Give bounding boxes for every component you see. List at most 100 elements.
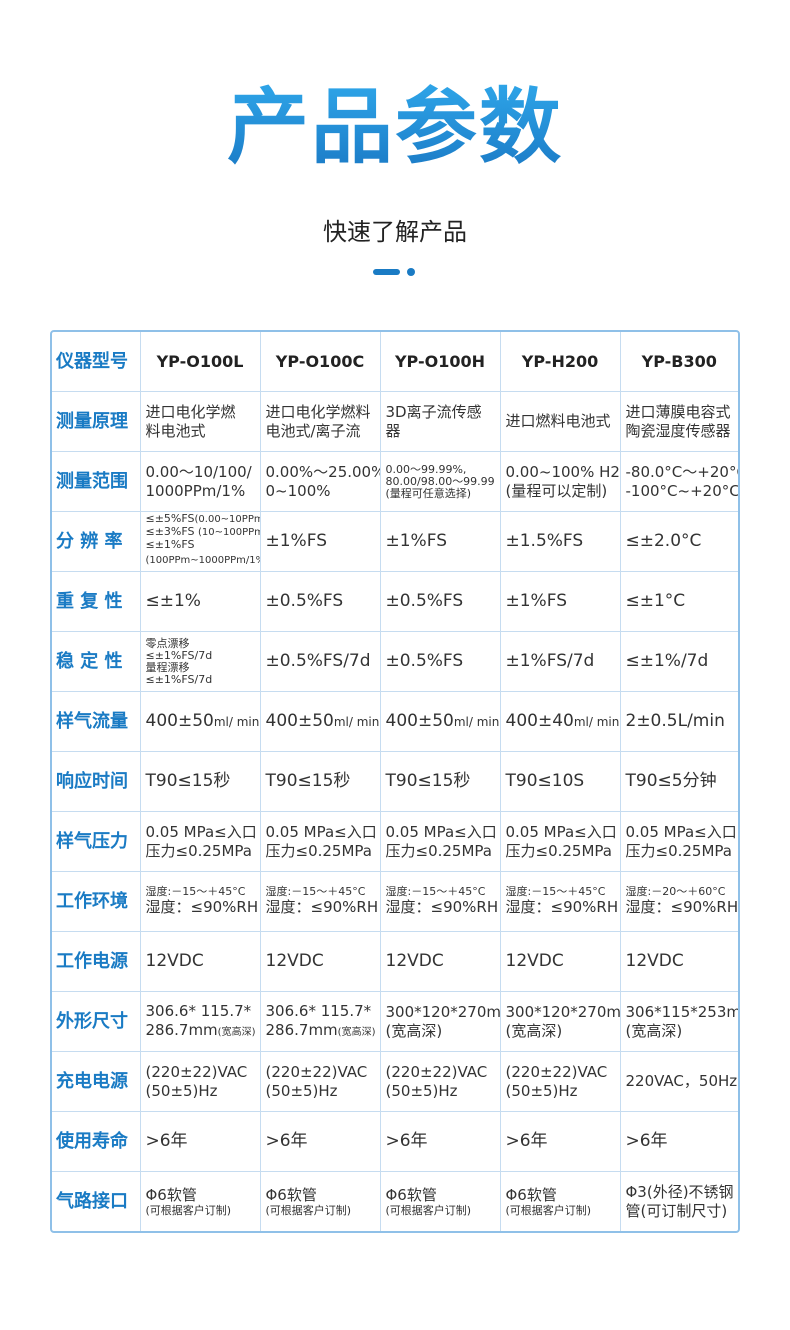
cell-text: ≤±3%FS [145,525,198,538]
cell-line: ±0.5%FS [266,592,380,611]
cell-line: ±1%FS [266,532,380,551]
spec-cell: 湿度:－15～＋45°C 湿度：≤90%RH [379,871,501,932]
cell-line: >6年 [506,1132,620,1151]
cell-text: 0.05 MPa≤入口 [625,822,737,841]
cell-line: ±1%FS [506,592,620,611]
spec-cell: ≤±1% [139,571,261,632]
model-header: YP-O100C [259,332,381,392]
cell-text: ±0.5%FS [385,651,464,671]
cell-line: ≤±5%FS(0.00~10PPm) [146,513,260,526]
cell-text: Φ6软管 [505,1186,557,1204]
cell-text: (量程可以定制) [505,481,608,500]
cell-text: >6年 [145,1131,188,1151]
row-label: 分 辨 率 [52,511,141,572]
spec-cell: 306.6* 115.7* 286.7mm(宽高深) [259,991,381,1052]
cell-line: 压力≤0.25MPa [626,842,739,861]
cell-text: (50±5)Hz [265,1081,338,1100]
cell-line: T90≤15秒 [146,772,260,791]
spec-cell: ±1%FS/7d [499,631,621,692]
cell-line: (量程可以定制) [506,482,620,501]
spec-cell: 0.00～99.99%, 80.00/98.00～99.99 (量程可任意选择) [379,451,501,512]
spec-cell: 12VDC [379,931,501,992]
cell-text: 0.05 MPa≤入口 [505,822,617,841]
spec-cell: 306*115*253mm(宽高深) [619,991,738,1052]
cell-text: 286.7mm [145,1020,218,1039]
spec-cell: 12VDC [499,931,621,992]
cell-text: T90≤15秒 [145,771,231,791]
cell-text: (220±22)VAC [265,1062,368,1081]
cell-line: 400±50ml/ min [146,711,260,732]
cell-line: 湿度：≤90%RH [266,898,380,917]
spec-cell: 12VDC [259,931,381,992]
cell-line: ≤±1%/7d [626,652,739,671]
spec-cell: 300*120*270mm(宽高深) [379,991,501,1052]
row-label: 测量范围 [52,451,141,512]
cell-line: Φ6软管 [266,1186,380,1205]
spec-cell: Φ6软管 (可根据客户订制) [379,1171,501,1231]
cell-line: (可根据客户订制) [146,1205,260,1217]
cell-line: 湿度：≤90%RH [386,898,500,917]
cell-text: (可根据客户订制) [265,1204,352,1217]
spec-cell: >6年 [619,1111,738,1172]
cell-text: (50±5)Hz [505,1081,578,1100]
table-row: 重 复 性 ≤±1% ±0.5%FS ±0.5%FS ±1%FS ≤±1°C [52,571,738,632]
cell-text: 80.00/98.00～99.99 [385,474,495,488]
cell-note: (宽高深) [217,1026,256,1038]
cell-note: ml/ min [333,714,380,729]
spec-cell: 220VAC，50Hz [619,1051,738,1112]
cell-text: 0.00%～25.00%/ [265,462,380,481]
cell-line: (220±22)VAC [386,1063,500,1082]
cell-line: ±0.5%FS [386,652,500,671]
cell-line: Φ6软管 [146,1186,260,1205]
cell-text: 进口燃料电池式 [505,412,611,430]
cell-line: ≤±1%FS/7d [146,649,260,662]
cell-text: 3D离子流传感 [385,402,482,421]
spec-cell: -80.0°C～+20°C/-100°C~+20°C [619,451,738,512]
cell-text: (50±5)Hz [145,1081,218,1100]
spec-cell: 0.00～10/100/1000PPm/1% [139,451,261,512]
cell-text: 湿度：≤90%RH [625,898,739,916]
cell-line: 湿度:－15～＋45°C [386,886,500,898]
row-label: 外形尺寸 [52,991,141,1052]
cell-line: 0.00%～25.00%/ [266,463,380,482]
cell-text: ±1.5%FS [505,531,584,551]
cell-line: ≤±1%FS/7d [146,673,260,686]
spec-cell: T90≤15秒 [259,751,381,812]
cell-line: 0.05 MPa≤入口 [146,823,260,842]
cell-text: (宽高深) [385,1021,443,1040]
cell-text: 陶瓷湿度传感器 [625,421,731,440]
cell-text: (宽高深) [625,1021,683,1040]
cell-line: T90≤15秒 [266,772,380,791]
cell-text: 0.05 MPa≤入口 [385,822,497,841]
cell-line: (50±5)Hz [146,1082,260,1101]
cell-line: (宽高深) [506,1022,620,1041]
cell-line: ±1%FS [386,532,500,551]
row-label: 重 复 性 [52,571,141,632]
spec-cell: ≤±5%FS(0.00~10PPm)≤±3%FS (10~100PPm)≤±1%… [139,511,261,572]
cell-line: 3D离子流传感 [386,403,500,422]
cell-text: 0.00～10/100/ [145,462,252,481]
table-row: 测量原理 进口电化学燃 料电池式 进口电化学燃料 电池式/离子流 3D离子流传感器进口燃料… [52,391,738,452]
cell-line: (50±5)Hz [266,1082,380,1101]
cell-line: 2±0.5L/min [626,712,739,731]
cell-text: ±1%FS [385,531,447,551]
cell-text: 压力≤0.25MPa [265,841,372,860]
spec-cell: ±1%FS [259,511,381,572]
cell-text: ±1%FS [265,531,327,551]
cell-text: ≤±1%/7d [625,651,709,671]
cell-text: 湿度:－15～＋45°C [385,885,486,898]
table-row: 样气压力 0.05 MPa≤入口 压力≤0.25MPa 0.05 MPa≤入口 压力≤0… [52,811,739,872]
cell-line: 300*120*270mm [506,1003,620,1022]
cell-text: 料电池式 [145,421,206,440]
cell-text: 湿度：≤90%RH [145,898,259,916]
cell-text: 湿度：≤90%RH [265,898,379,916]
cell-text: 零点漂移 [145,636,190,650]
cell-line: (可根据客户订制) [506,1205,620,1217]
cell-text: 306.6* 115.7* [145,1001,252,1020]
cell-text: ≤±2.0°C [625,531,702,551]
cell-text: 湿度:－15～＋45°C [265,885,366,898]
cell-line: 零点漂移 [145,636,260,650]
cell-line: 湿度:－15～＋45°C [506,886,620,898]
table-row: 测量范围 0.00～10/100/1000PPm/1% 0.00%～25.00%/0… [52,451,738,512]
spec-cell: 湿度:－15～＋45°C 湿度：≤90%RH [499,871,621,932]
